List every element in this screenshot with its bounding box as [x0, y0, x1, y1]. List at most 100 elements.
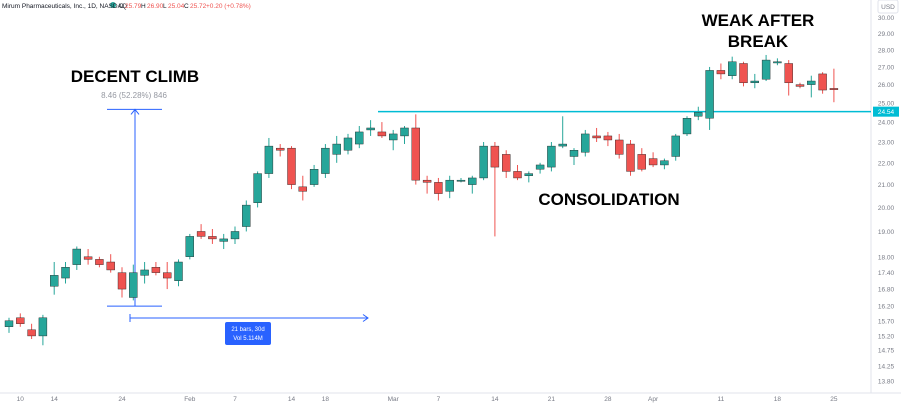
candle[interactable] [694, 106, 703, 121]
candle[interactable] [151, 261, 161, 276]
candle[interactable] [253, 171, 262, 208]
candle[interactable] [750, 73, 759, 89]
candle[interactable] [61, 261, 70, 284]
candle[interactable] [761, 54, 771, 82]
candle[interactable] [422, 175, 432, 194]
candle[interactable] [196, 224, 206, 239]
candle[interactable] [400, 125, 409, 145]
candle[interactable] [558, 116, 567, 149]
candle[interactable] [456, 177, 466, 183]
candle-body [50, 275, 59, 287]
range-info-box[interactable]: 21 bars, 30d Vol 5.114M [225, 322, 271, 345]
time-axis[interactable]: 10 14 24 Feb 7 14 18 Mar 7 14 21 28 Apr 11 18 25 [17, 396, 838, 403]
candle[interactable] [829, 68, 839, 103]
candle[interactable] [513, 164, 522, 181]
candle[interactable] [242, 200, 251, 232]
candle[interactable] [637, 148, 646, 172]
candle[interactable] [219, 233, 228, 250]
resistance-price-badge: 24.54 [873, 106, 899, 117]
candle-body [626, 143, 635, 172]
candle[interactable] [366, 120, 375, 136]
candle[interactable] [389, 129, 398, 151]
candle[interactable] [795, 82, 805, 89]
candle[interactable] [671, 133, 680, 161]
time-tick-label: Apr [648, 396, 659, 403]
candle[interactable] [287, 146, 296, 190]
candle[interactable] [615, 133, 624, 159]
candle-body [807, 80, 816, 85]
candle[interactable] [332, 135, 341, 163]
candle[interactable] [592, 127, 601, 143]
candle[interactable] [309, 164, 319, 187]
candle[interactable] [468, 175, 477, 194]
candle[interactable] [264, 137, 274, 178]
candle[interactable] [773, 58, 782, 66]
candle[interactable] [547, 142, 556, 172]
candle[interactable] [581, 129, 590, 157]
candle[interactable] [569, 148, 579, 165]
candle[interactable] [38, 314, 48, 346]
candle[interactable] [27, 323, 36, 340]
candle[interactable] [648, 152, 658, 168]
price-range-measure[interactable] [107, 108, 369, 322]
candle[interactable] [377, 122, 387, 138]
annotation-weak-after: WEAK AFTER [702, 11, 815, 30]
currency-badge[interactable] [877, 0, 899, 14]
candle[interactable] [716, 63, 726, 80]
candle[interactable] [434, 177, 443, 201]
candle[interactable] [185, 233, 195, 260]
candle[interactable] [807, 75, 816, 98]
time-tick-label: 24 [118, 396, 126, 403]
candle[interactable] [129, 264, 138, 301]
candle[interactable] [626, 139, 635, 176]
candle[interactable] [728, 56, 737, 80]
candle[interactable] [95, 256, 104, 268]
candle[interactable] [321, 144, 330, 178]
candle-body [468, 177, 477, 185]
candle[interactable] [50, 261, 59, 295]
candle[interactable] [276, 144, 285, 157]
candle[interactable] [162, 261, 172, 290]
candle[interactable] [818, 72, 827, 94]
candle[interactable] [343, 133, 353, 155]
candle[interactable] [298, 175, 307, 201]
candle[interactable] [502, 150, 511, 178]
candle[interactable] [682, 116, 692, 136]
candle[interactable] [784, 60, 793, 96]
candle[interactable] [705, 66, 714, 130]
candle[interactable] [208, 228, 217, 244]
candles-layer[interactable] [4, 54, 839, 346]
candle[interactable] [524, 171, 533, 183]
candle[interactable] [106, 254, 115, 273]
candle[interactable] [230, 226, 240, 244]
candle[interactable] [411, 114, 420, 185]
candle[interactable] [117, 267, 127, 298]
candle[interactable] [445, 175, 454, 199]
candle[interactable] [603, 131, 613, 147]
candle[interactable] [4, 317, 14, 333]
candle[interactable] [535, 162, 545, 174]
candle[interactable] [140, 261, 149, 284]
candle[interactable] [660, 158, 669, 170]
candle[interactable] [72, 246, 82, 270]
price-tick-label: 14.25 [878, 364, 895, 371]
measure-right-arrow-icon [362, 314, 369, 322]
candle-body [694, 112, 703, 117]
price-axis[interactable]: 30.00 29.00 28.00 27.00 26.00 25.00 24.00 23.00… [878, 15, 895, 386]
candle[interactable] [16, 313, 25, 327]
price-tick-label: 20.00 [878, 205, 895, 212]
candle-body [524, 173, 533, 176]
candle-body [490, 145, 500, 168]
price-tick-label: 24.00 [878, 120, 895, 127]
candle[interactable] [174, 259, 183, 287]
candle[interactable] [490, 142, 500, 237]
candle-body [174, 261, 183, 281]
candle-body [72, 248, 82, 265]
candle[interactable] [355, 125, 364, 149]
price-tick-label: 18.00 [878, 254, 895, 261]
candle[interactable] [83, 249, 93, 265]
candle[interactable] [739, 61, 748, 87]
candle[interactable] [479, 142, 488, 181]
candle-body [151, 267, 161, 273]
